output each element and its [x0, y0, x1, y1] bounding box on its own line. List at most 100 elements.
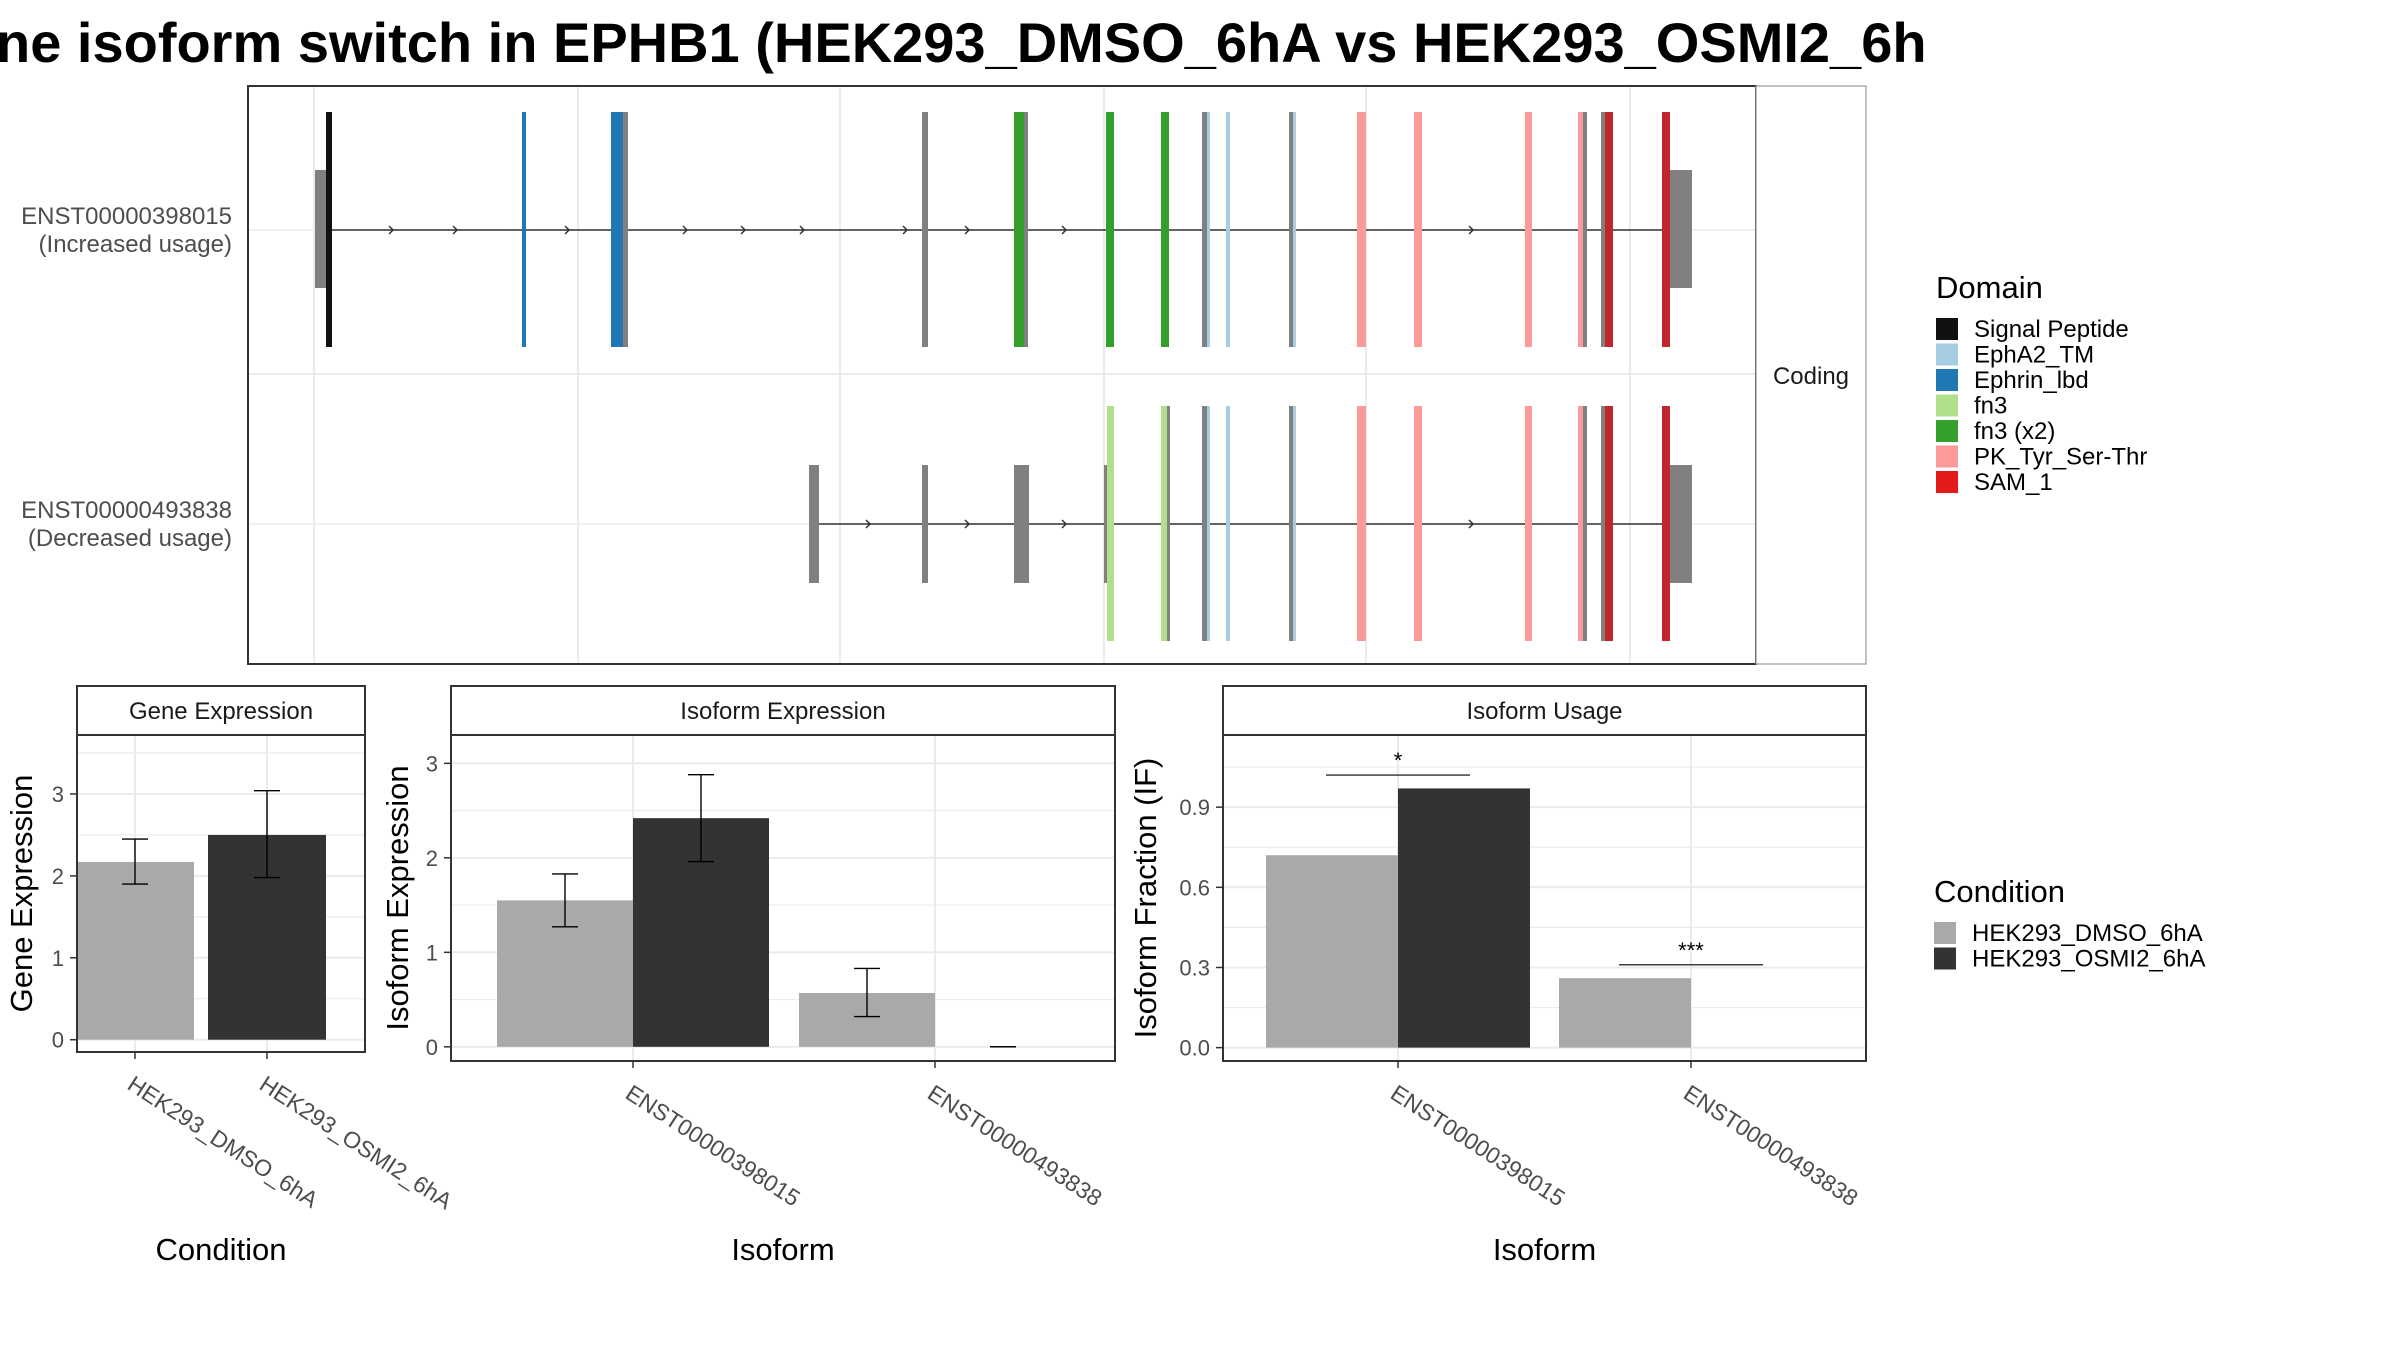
cds-exon — [1167, 406, 1170, 641]
x-tick-label: ENST00000398015 — [621, 1079, 805, 1211]
domain-legend-key — [1936, 420, 1958, 442]
isoform-sublabel-1: (Increased usage) — [39, 231, 232, 258]
cds-exon — [1104, 465, 1109, 583]
utr-exon — [1670, 170, 1692, 288]
condition-legend-label: HEK293_OSMI2_6hA — [1972, 946, 2205, 973]
domain-legend-label: PK_Tyr_Ser-Thr — [1974, 444, 2147, 471]
sam-1-exon — [1605, 112, 1613, 347]
ephrin-lbd-exon — [611, 112, 623, 347]
panel-isoform-expression: Isoform Expression 0 1 2 3 ENST00000398015 ENS… — [380, 685, 1116, 1267]
error-bar — [552, 873, 578, 928]
pk-tyr-exon — [1414, 112, 1422, 347]
x-axis-title: Condition — [156, 1232, 287, 1267]
condition-legend-key — [1934, 947, 1956, 970]
x-tick-label: ENST00000493838 — [923, 1079, 1107, 1211]
cds-exon — [1202, 112, 1207, 347]
bar — [1559, 978, 1691, 1048]
utr-exon — [1014, 465, 1029, 583]
pk-tyr-exon — [1414, 406, 1422, 641]
bar — [1398, 788, 1530, 1048]
utr-exon — [1670, 465, 1692, 583]
bar — [76, 861, 194, 1040]
condition-legend-key — [1934, 922, 1956, 944]
cds-exon — [1289, 112, 1293, 347]
y-tick-label: 2 — [426, 846, 438, 871]
domain-legend-label: Signal Peptide — [1974, 316, 2129, 343]
sam-1-exon — [1662, 112, 1670, 347]
domain-legend-label: SAM_1 — [1974, 469, 2053, 496]
epha2-tm-exon — [1226, 406, 1230, 641]
condition-legend-label: HEK293_DMSO_6hA — [1972, 920, 2203, 947]
y-tick-label: 3 — [52, 782, 64, 807]
panel-strip-label: Isoform Expression — [680, 698, 885, 725]
utr-exon — [315, 170, 327, 288]
y-tick-label: 2 — [52, 864, 64, 889]
isoform-track-1 — [315, 112, 1692, 347]
condition-legend: Condition HEK293_DMSO_6hAHEK293_OSMI2_6h… — [1934, 874, 2205, 973]
y-tick-label: 0 — [426, 1035, 438, 1060]
structure-strip-box — [1755, 85, 1867, 665]
fn3-exon — [1161, 406, 1167, 641]
x-tick-label: ENST00000398015 — [1386, 1079, 1570, 1211]
y-tick-label: 0.0 — [1179, 1036, 1210, 1061]
isoform-track-2 — [809, 406, 1692, 641]
structure-strip-label: Coding — [1773, 363, 1849, 390]
error-bar — [854, 967, 880, 1018]
isoform-label-1: ENST00000398015 — [21, 203, 232, 230]
significance-label: * — [1394, 748, 1403, 773]
pk-tyr-exon — [1578, 406, 1583, 641]
panel-isoform-usage: ****Isoform Usage0.00.30.60.9ENST0000039… — [1128, 685, 1867, 1267]
isoform-sublabel-2: (Decreased usage) — [28, 525, 232, 552]
domain-legend-key — [1936, 369, 1958, 391]
pk-tyr-exon — [1525, 112, 1532, 347]
sam-1-exon — [1605, 406, 1613, 641]
y-tick-label: 0.9 — [1179, 795, 1210, 820]
significance-label: *** — [1678, 938, 1704, 963]
y-axis-title: Isoform Fraction (IF) — [1128, 758, 1163, 1039]
y-tick-label: 1 — [426, 940, 438, 965]
cds-exon — [1583, 112, 1587, 347]
domain-legend-label: fn3 (x2) — [1974, 418, 2055, 445]
pk-tyr-exon — [1357, 406, 1366, 641]
panel-strip — [450, 685, 1116, 736]
cds-exon — [623, 112, 628, 347]
pk-tyr-exon — [1357, 112, 1366, 347]
cds-exon — [1583, 406, 1587, 641]
y-axis-title: Isoform Expression — [380, 765, 415, 1030]
signal-peptide-exon — [326, 112, 332, 347]
cds-exon — [922, 112, 928, 347]
y-tick-label: 1 — [52, 946, 64, 971]
fn3-x2-exon — [1161, 112, 1169, 347]
utr-exon — [922, 465, 928, 583]
cds-exon — [1024, 112, 1028, 347]
domain-legend-key — [1936, 471, 1958, 493]
epha2-tm-exon — [1293, 406, 1296, 641]
domain-legend: Domain Signal PeptideEphA2_TMEphrin_lbdf… — [1936, 270, 2147, 496]
epha2-tm-exon — [1207, 112, 1210, 347]
domain-legend-key — [1936, 318, 1958, 340]
sam-1-exon — [1662, 406, 1670, 641]
panel-strip-label: Isoform Usage — [1466, 698, 1622, 725]
y-tick-label: 0.6 — [1179, 875, 1210, 900]
domain-legend-key — [1936, 394, 1958, 417]
cds-exon — [1601, 112, 1605, 347]
x-axis-title: Isoform — [1493, 1232, 1596, 1267]
panel-strip — [76, 685, 366, 736]
utr-exon — [809, 465, 819, 583]
bar — [1266, 855, 1398, 1048]
isoform-label-2: ENST00000493838 — [21, 497, 232, 524]
error-bar — [688, 773, 714, 863]
x-tick-label: ENST00000493838 — [1679, 1079, 1863, 1211]
pk-tyr-exon — [1578, 112, 1583, 347]
domain-legend-label: EphA2_TM — [1974, 342, 2094, 369]
epha2-tm-exon — [1207, 406, 1210, 641]
y-tick-label: 0.3 — [1179, 955, 1210, 980]
domain-legend-title: Domain — [1936, 270, 2043, 305]
error-bar — [254, 790, 280, 879]
ephrin-lbd-exon — [522, 112, 526, 347]
y-tick-label: 3 — [426, 751, 438, 776]
